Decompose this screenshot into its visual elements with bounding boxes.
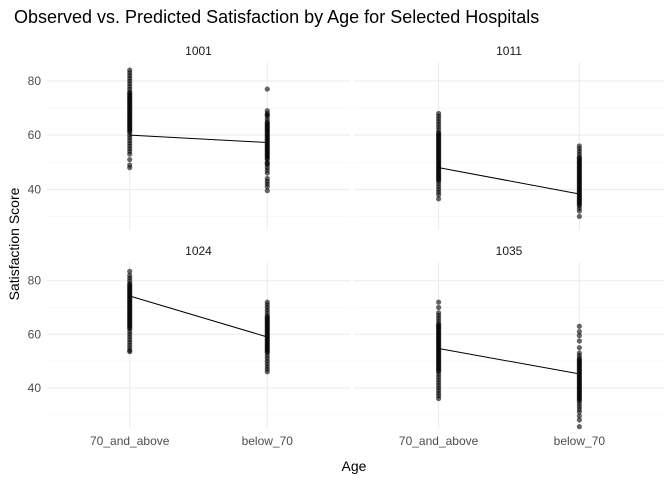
- observed-point: [436, 192, 442, 198]
- x-tick-label: below_70: [554, 434, 606, 448]
- observed-point: [576, 208, 582, 214]
- observed-point: [264, 188, 270, 194]
- predicted-line: [129, 134, 268, 143]
- observed-point: [127, 151, 133, 157]
- observed-point: [576, 417, 582, 423]
- observed-point: [576, 338, 582, 344]
- observed-point: [436, 395, 442, 402]
- facet-panel-1024: 1024 40 60 80 70_and_above below_70: [28, 244, 350, 448]
- facet-label-1035: 1035: [496, 244, 523, 258]
- observed-point: [436, 196, 442, 202]
- observed-point: [576, 333, 582, 339]
- facet-label-1001: 1001: [185, 44, 212, 58]
- observed-point: [576, 323, 582, 329]
- chart-title: Observed vs. Predicted Satisfaction by A…: [14, 7, 539, 27]
- y-tick-label: 80: [28, 274, 42, 288]
- y-tick-label: 40: [28, 381, 42, 395]
- observed-point: [576, 329, 582, 335]
- y-tick-label: 40: [28, 182, 42, 196]
- observed-point: [264, 369, 270, 375]
- observed-point: [264, 86, 270, 92]
- observed-point: [127, 165, 133, 171]
- panels-layer: 1001 40 60 80 1011 1024 40 60 80 70_and_above belo…: [28, 44, 664, 448]
- y-tick-label: 80: [28, 74, 42, 88]
- observed-point: [436, 299, 442, 305]
- x-tick-label: below_70: [242, 434, 294, 448]
- observed-point: [264, 184, 270, 190]
- x-tick-label: 70_and_above: [90, 434, 170, 448]
- facet-panel-1035: 1035 70_and_above below_70: [354, 244, 664, 448]
- facet-label-1011: 1011: [496, 44, 522, 58]
- observed-point: [576, 409, 582, 415]
- predicted-line: [438, 347, 580, 375]
- observed-point: [127, 268, 133, 274]
- observed-point: [436, 304, 442, 311]
- y-tick-label: 60: [28, 128, 42, 142]
- observed-point: [576, 213, 582, 220]
- facet-label-1024: 1024: [185, 244, 212, 258]
- predicted-line: [129, 295, 268, 338]
- x-axis-title: Age: [342, 458, 367, 474]
- y-axis-title: Satisfaction Score: [6, 187, 22, 300]
- observed-point: [576, 345, 582, 351]
- observed-point: [576, 424, 582, 430]
- y-tick-label: 60: [28, 327, 42, 341]
- observed-point: [127, 156, 133, 163]
- observed-point: [576, 413, 582, 419]
- facet-panel-1011: 1011: [354, 44, 664, 230]
- x-tick-label: 70_and_above: [399, 434, 479, 448]
- observed-point: [264, 170, 270, 176]
- predicted-line: [438, 167, 580, 195]
- observed-point: [127, 349, 133, 355]
- facet-panel-1001: 1001 40 60 80: [28, 44, 350, 230]
